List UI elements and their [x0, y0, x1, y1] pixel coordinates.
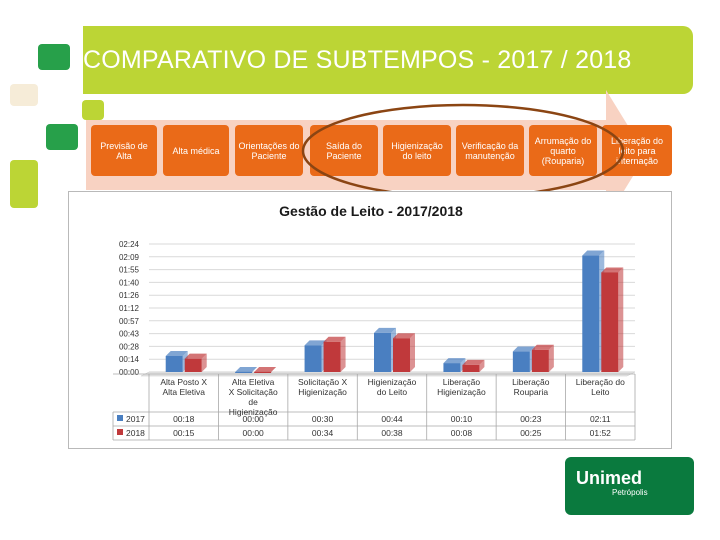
- process-step-2: Alta médica: [163, 125, 229, 176]
- bar-2017-4: [374, 332, 391, 372]
- data-label: 00:38: [381, 428, 403, 438]
- y-tick-label: 01:40: [119, 278, 140, 287]
- bar-side-2018-6: [548, 344, 554, 372]
- deco-square-pale-1: [10, 84, 38, 106]
- legend-key-2018: [117, 429, 123, 435]
- bar-side-2018-7: [618, 267, 624, 372]
- legend-label-2017: 2017: [126, 414, 145, 424]
- bar-side-2018-4: [410, 333, 415, 372]
- data-label: 00:00: [243, 428, 265, 438]
- process-step-4: Saída do Paciente: [310, 125, 378, 176]
- data-label: 01:52: [590, 428, 612, 438]
- data-label: 00:25: [520, 428, 542, 438]
- bar-top-2017-7: [582, 250, 605, 256]
- y-tick-label: 00:57: [119, 317, 140, 326]
- legend-label-2018: 2018: [126, 428, 145, 438]
- data-label: 00:00: [243, 414, 265, 424]
- title-bar: COMPARATIVO DE SUBTEMPOS - 2017 / 2018: [83, 26, 693, 94]
- process-step-7: Arrumação do quarto (Rouparia): [529, 125, 597, 176]
- data-label: 00:10: [451, 414, 473, 424]
- data-label: 00:15: [173, 428, 195, 438]
- data-label: 00:23: [520, 414, 542, 424]
- x-tick-label: Liberação Rouparia: [512, 377, 550, 397]
- deco-square-lime-1: [82, 100, 104, 120]
- x-tick-label: Alta Posto X Alta Eletiva: [160, 377, 207, 397]
- bar-top-2018-5: [462, 359, 485, 365]
- bar-top-2018-3: [323, 336, 346, 342]
- bar-2018-3: [323, 341, 341, 372]
- process-step-1: Previsão de Alta: [91, 125, 157, 176]
- data-label: 02:11: [590, 414, 611, 424]
- chart-svg: Gestão de Leito - 2017/2018 00:00 00:14 00:…: [112, 203, 636, 441]
- bar-2018-7: [601, 272, 619, 372]
- y-tick-label: 01:12: [119, 304, 140, 313]
- bar-top-2017-1: [165, 351, 188, 356]
- data-label: 00:18: [173, 414, 195, 424]
- bar-top-2018-6: [531, 344, 554, 350]
- x-tick-label: Alta Eletiva X Solicitação de Higienização: [229, 377, 278, 417]
- bar-2018-2: [254, 372, 272, 373]
- y-tick-label: 01:55: [119, 266, 140, 275]
- data-label: 00:30: [312, 414, 334, 424]
- highlight-oval: [301, 103, 625, 199]
- legend-key-2017: [117, 415, 123, 421]
- x-tick-label: Liberação Higienização: [437, 377, 486, 397]
- bar-2017-7: [582, 255, 600, 372]
- logo-name: Unimed: [576, 468, 643, 488]
- bar-side-2018-1: [201, 353, 207, 372]
- bar-top-2018-2: [254, 367, 277, 372]
- data-label: 00:34: [312, 428, 334, 438]
- bar-top-2017-2: [235, 367, 258, 372]
- y-tick-label: 00:43: [119, 330, 140, 339]
- data-label: 00:08: [451, 428, 473, 438]
- process-step-8: Liberação do leito para internação: [602, 125, 672, 176]
- y-tick-label: 00:14: [119, 355, 140, 364]
- unimed-logo: [565, 457, 694, 515]
- bar-top-2017-3: [304, 340, 327, 346]
- y-tick-label: 00:28: [119, 342, 140, 351]
- bar-2017-6: [512, 351, 530, 372]
- bar-top-2017-6: [512, 346, 535, 352]
- x-tick-label: Liberação do Leito: [576, 377, 625, 397]
- process-step-6: Verificação da manutenção: [456, 125, 524, 176]
- y-tick-label: 01:26: [119, 291, 140, 300]
- y-tick-label: 02:24: [119, 240, 140, 249]
- process-step-3: Orientações do Paciente: [235, 125, 303, 176]
- y-tick-label: 00:00: [119, 368, 140, 377]
- bar-top-2018-1: [184, 353, 207, 359]
- chart-frame: Gestão de Leito - 2017/2018 00:00 00:14 00:…: [68, 191, 672, 449]
- bar-2017-2: [235, 372, 253, 373]
- data-label: 00:44: [381, 414, 403, 424]
- bar-side-2018-3: [340, 336, 346, 372]
- y-tick-label: 02:09: [119, 253, 140, 262]
- chart-title: Gestão de Leito - 2017/2018: [279, 203, 463, 219]
- bar-top-2017-5: [443, 358, 466, 364]
- bar-2018-6: [531, 349, 549, 372]
- bar-side-2018-5: [479, 359, 485, 372]
- deco-square-lime-2: [10, 160, 38, 208]
- logo-city: Petrópolis: [612, 488, 648, 497]
- bar-2017-3: [304, 345, 322, 372]
- bar-2017-5: [443, 363, 461, 372]
- bar-2017-1: [165, 356, 183, 372]
- process-step-5: Higienização do leito: [383, 125, 451, 176]
- bar-2018-5: [462, 364, 480, 372]
- bar-top-2018-4: [393, 333, 415, 339]
- bar-top-2018-7: [601, 267, 624, 273]
- bar-2018-1: [184, 358, 202, 372]
- bar-top-2017-4: [374, 327, 396, 333]
- deco-square-green-2: [46, 124, 78, 150]
- x-tick-label: Solicitação X Higienização: [298, 377, 347, 397]
- deco-square-green-1: [38, 44, 70, 70]
- slide-title: COMPARATIVO DE SUBTEMPOS - 2017 / 2018: [83, 45, 632, 74]
- bar-2018-4: [393, 338, 410, 372]
- x-tick-label: Higienização do Leito: [368, 377, 417, 397]
